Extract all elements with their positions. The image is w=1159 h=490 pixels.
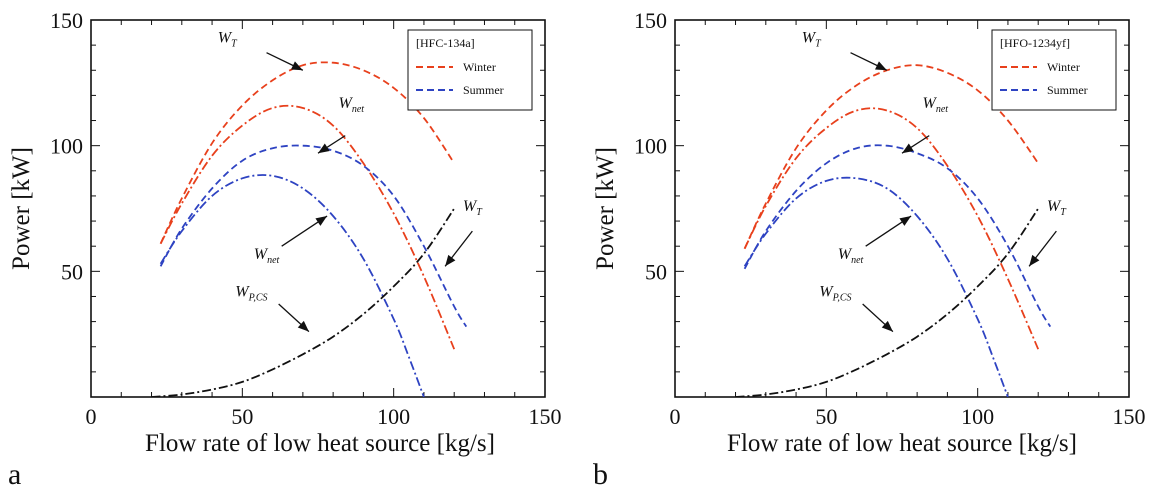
annotation-label: WP,CS	[235, 283, 267, 303]
series-line-pump-wpcs	[735, 208, 1039, 397]
legend-title: [HFO-1234yf]	[1000, 36, 1070, 50]
annotation-arrow-head	[875, 61, 887, 71]
series-line-summer-wt	[159, 144, 468, 328]
y-tick-label: 150	[50, 8, 83, 33]
annotation-arrow-head	[315, 216, 328, 226]
annotation-w-pcs: WP,CS	[235, 283, 310, 333]
y-axis-label: Power [kW]	[8, 147, 35, 270]
x-axis-label: Flow rate of low heat source [kg/s]	[145, 430, 495, 457]
annotation-w-net: Wnet	[317, 95, 365, 154]
annotation-arrow-head	[1029, 254, 1040, 267]
x-tick-label: 100	[377, 404, 410, 429]
panel-letter: b	[593, 458, 608, 490]
x-tick-label: 150	[1113, 404, 1146, 429]
y-tick-label: 50	[61, 259, 83, 284]
annotation-label: Wnet	[254, 246, 280, 266]
annotation-w-net: Wnet	[254, 215, 328, 266]
legend-entry-summer: Summer	[463, 83, 504, 97]
x-axis-label: Flow rate of low heat source [kg/s]	[727, 430, 1077, 457]
y-tick-label: 100	[50, 134, 83, 159]
annotation-label: WT	[802, 30, 822, 50]
y-tick-label: 150	[634, 8, 667, 33]
annotation-arrow-head	[445, 254, 456, 267]
annotation-w-t: WT	[1028, 198, 1067, 267]
annotation-label: WT	[1047, 198, 1067, 218]
series-line-winter-wnet	[159, 104, 456, 350]
plot-frame	[674, 19, 1130, 398]
y-axis-label: Power [kW]	[592, 147, 619, 270]
annotation-w-t: WT	[218, 30, 304, 71]
legend-box	[991, 29, 1117, 111]
annotation-w-t: WT	[444, 198, 483, 267]
annotation-arrow-head	[881, 320, 893, 332]
annotation-label: WP,CS	[819, 283, 851, 303]
annotation-w-net: Wnet	[838, 215, 912, 266]
annotation-label: WT	[218, 30, 238, 50]
legend-title: [HFC-134a]	[416, 36, 475, 50]
series-line-summer-wnet	[159, 174, 425, 397]
annotation-arrow-head	[297, 320, 309, 332]
x-tick-label: 100	[961, 404, 994, 429]
annotation-arrow-head	[318, 143, 330, 154]
annotation-w-pcs: WP,CS	[819, 283, 894, 333]
annotation-w-t: WT	[802, 30, 888, 71]
x-tick-label: 50	[815, 404, 837, 429]
annotation-label: Wnet	[923, 95, 949, 115]
legend-entry-winter: Winter	[463, 60, 496, 74]
series-line-summer-wnet	[743, 176, 1009, 397]
x-tick-label: 0	[670, 404, 681, 429]
chart-panel-b: 0 50 100 150 50 100 150 Flow rate of low heat s…	[592, 8, 1146, 490]
annotation-label: Wnet	[838, 246, 864, 266]
series-line-summer-wt	[743, 144, 1052, 328]
legend: [HFO-1234yf] Winter Summer	[991, 29, 1117, 111]
legend-entry-summer: Summer	[1047, 83, 1088, 97]
annotation-arrow-head	[899, 216, 912, 226]
x-tick-label: 0	[86, 404, 97, 429]
series-line-winter-wt	[159, 61, 455, 245]
series-line-pump-wpcs	[151, 208, 455, 397]
annotation-arrow-head	[291, 61, 303, 71]
series-group	[151, 61, 468, 397]
legend: [HFC-134a] Winter Summer	[407, 29, 533, 111]
annotation-arrow-head	[902, 143, 914, 154]
series-line-winter-wt	[743, 64, 1039, 250]
series-group	[735, 64, 1052, 397]
y-tick-label: 50	[645, 259, 667, 284]
y-tick-label: 100	[634, 134, 667, 159]
x-tick-label: 150	[529, 404, 562, 429]
annotation-label: WT	[463, 198, 483, 218]
x-tick-label: 50	[231, 404, 253, 429]
legend-entry-winter: Winter	[1047, 60, 1080, 74]
legend-box	[407, 29, 533, 111]
annotation-w-net: Wnet	[901, 95, 949, 154]
chart-panel-a: 0 50 100 150 50 100 150 Flow rate of low heat s…	[8, 8, 562, 490]
plot-frame	[90, 19, 546, 398]
series-line-winter-wnet	[743, 107, 1040, 350]
panel-letter: a	[8, 458, 21, 490]
annotation-label: Wnet	[339, 95, 365, 115]
